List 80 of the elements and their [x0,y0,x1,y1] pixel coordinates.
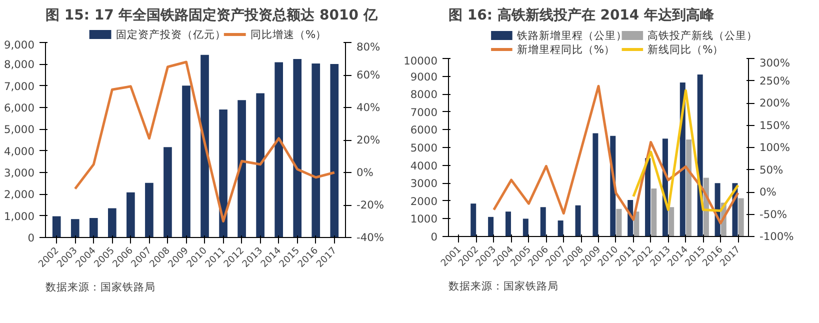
source-note: 数据来源：国家铁路局 [448,280,558,292]
y2-tick-label: -100% [760,230,794,243]
bar [219,109,228,238]
y-tick-label: 7000 [410,106,438,119]
bar [274,62,283,238]
y-tick-label: 10000 [404,54,438,68]
bar [256,93,264,238]
y2-tick-label: 100% [760,141,790,154]
y2-tick-label: -40% [356,231,384,244]
line-series [632,89,740,212]
bar [108,208,116,238]
bar [126,192,135,238]
bar [182,86,190,238]
bar [312,64,320,238]
y-tick-label: 5,000 [4,123,35,136]
y2-tick-label: 0% [760,186,776,198]
y-tick-label: 1000 [410,212,438,226]
y-tick-label: 2,000 [4,188,35,202]
bar [668,207,674,236]
y2-tick-label: 200% [760,96,790,110]
bar [575,205,581,236]
legend-label: 新增里程同比（%） [516,43,616,56]
y-tick-label: 8,000 [4,58,35,72]
line-series [74,60,336,222]
y-tick-label: 5000 [410,142,438,154]
bar [558,220,564,236]
bar [52,216,61,238]
y-tick-label: 6000 [410,124,438,137]
y2-tick-label: 300% [760,56,790,70]
y2-tick-label: 250% [760,74,790,88]
y2-tick-label: -20% [356,198,384,212]
legend-label: 铁路新增里程（公里） [516,29,627,42]
bar [592,133,598,236]
bar [651,188,657,236]
legend-label: 同比增速（%） [250,28,327,41]
bar [738,198,744,236]
y-tick-label: 7,000 [4,80,35,93]
y-tick-label: 2000 [410,194,438,208]
bar [686,139,692,236]
chart-title: 图 15: 17 年全国铁路固定资产投资总额达 8010 亿 [46,6,378,24]
y-tick-label: 0 [430,230,438,244]
bar [645,158,651,236]
y2-tick-label: 150% [760,118,790,132]
bar [616,208,622,236]
bar [89,218,98,238]
bar [145,182,154,238]
y2-tick-label: 50% [760,163,784,176]
bar [488,216,494,236]
bar [164,147,172,238]
y2-tick-label: -50% [760,208,788,221]
bar [200,54,209,238]
y-tick-label: 6,000 [4,102,35,114]
y-tick-label: 9,000 [4,38,35,52]
y2-tick-label: 60% [356,68,380,82]
y-tick-label: 0 [28,232,35,244]
bar [540,207,546,236]
y2-tick-label: 0% [356,166,374,179]
y-tick-label: 3,000 [4,166,35,180]
y-tick-label: 1,000 [4,210,35,223]
bar [293,58,302,238]
bar [470,204,476,236]
chart-title: 图 16: 高铁新线投产在 2014 年达到高峰 [448,6,716,24]
line-series [492,84,740,224]
y-tick-label: 9000 [410,70,438,84]
y-tick-label: 4,000 [4,144,35,158]
bar [70,219,80,238]
y-tick-label: 4000 [410,159,438,172]
y2-tick-label: 80% [356,40,380,54]
legend-label: 新线同比（%） [648,43,724,56]
legend-label: 高铁投产新线（公里） [648,29,758,42]
bar [238,100,246,238]
bar [505,212,511,236]
bar [330,64,339,238]
bar [522,218,528,236]
y2-tick-label: 20% [356,134,380,146]
legend-label: 固定资产投资（亿元） [116,28,226,41]
y-tick-label: 3000 [410,177,438,190]
y2-tick-label: 40% [356,101,380,114]
y-tick-label: 8000 [410,88,438,102]
source-note: 数据来源：国家铁路局 [46,280,156,294]
